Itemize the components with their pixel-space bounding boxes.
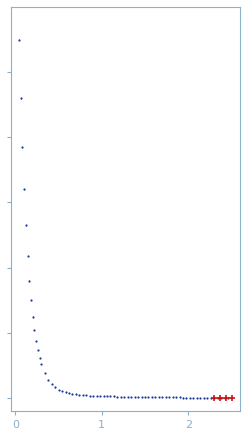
Point — [102, 393, 105, 400]
Point — [108, 393, 112, 400]
Point — [209, 394, 213, 401]
Point — [43, 370, 47, 377]
Point — [218, 394, 222, 401]
Point — [140, 394, 144, 401]
Point — [129, 393, 133, 400]
Point — [133, 393, 137, 400]
Point — [36, 347, 40, 354]
Point — [98, 392, 102, 399]
Point — [230, 394, 234, 401]
Point — [202, 394, 206, 401]
Point — [171, 394, 175, 401]
Point — [150, 394, 154, 401]
Point — [198, 394, 202, 401]
Point — [39, 361, 43, 368]
Point — [88, 392, 92, 399]
Point — [84, 392, 88, 399]
Point — [60, 388, 64, 395]
Point — [191, 394, 195, 401]
Point — [115, 393, 119, 400]
Point — [216, 394, 220, 401]
Point — [20, 144, 24, 151]
Point — [32, 327, 36, 334]
Point — [146, 394, 150, 401]
Point — [24, 222, 28, 229]
Point — [219, 394, 223, 401]
Point — [195, 394, 199, 401]
Point — [57, 386, 61, 393]
Point — [17, 36, 21, 43]
Point — [70, 390, 74, 397]
Point — [185, 394, 188, 401]
Point — [181, 394, 185, 401]
Point — [136, 393, 140, 400]
Point — [74, 391, 78, 398]
Point — [160, 394, 164, 401]
Point — [91, 392, 95, 399]
Point — [27, 277, 31, 284]
Point — [19, 95, 22, 102]
Point — [226, 394, 230, 401]
Point — [167, 394, 171, 401]
Point — [67, 390, 71, 397]
Point — [157, 394, 161, 401]
Point — [22, 186, 26, 193]
Point — [224, 394, 228, 401]
Point — [46, 376, 50, 383]
Point — [63, 389, 67, 396]
Point — [38, 354, 41, 361]
Point — [212, 394, 216, 401]
Point — [212, 394, 216, 401]
Point — [53, 384, 57, 391]
Point — [205, 394, 209, 401]
Point — [34, 337, 38, 344]
Point — [188, 394, 192, 401]
Point — [153, 394, 157, 401]
Point — [164, 394, 168, 401]
Point — [95, 392, 99, 399]
Point — [112, 393, 116, 400]
Point — [223, 394, 226, 401]
Point — [29, 297, 33, 304]
Point — [105, 393, 109, 400]
Point — [143, 394, 147, 401]
Point — [126, 393, 130, 400]
Point — [122, 393, 126, 400]
Point — [31, 313, 35, 320]
Point — [77, 392, 81, 399]
Point — [25, 253, 29, 260]
Point — [81, 392, 85, 399]
Point — [50, 381, 54, 388]
Point — [119, 393, 123, 400]
Point — [178, 394, 182, 401]
Point — [174, 394, 178, 401]
